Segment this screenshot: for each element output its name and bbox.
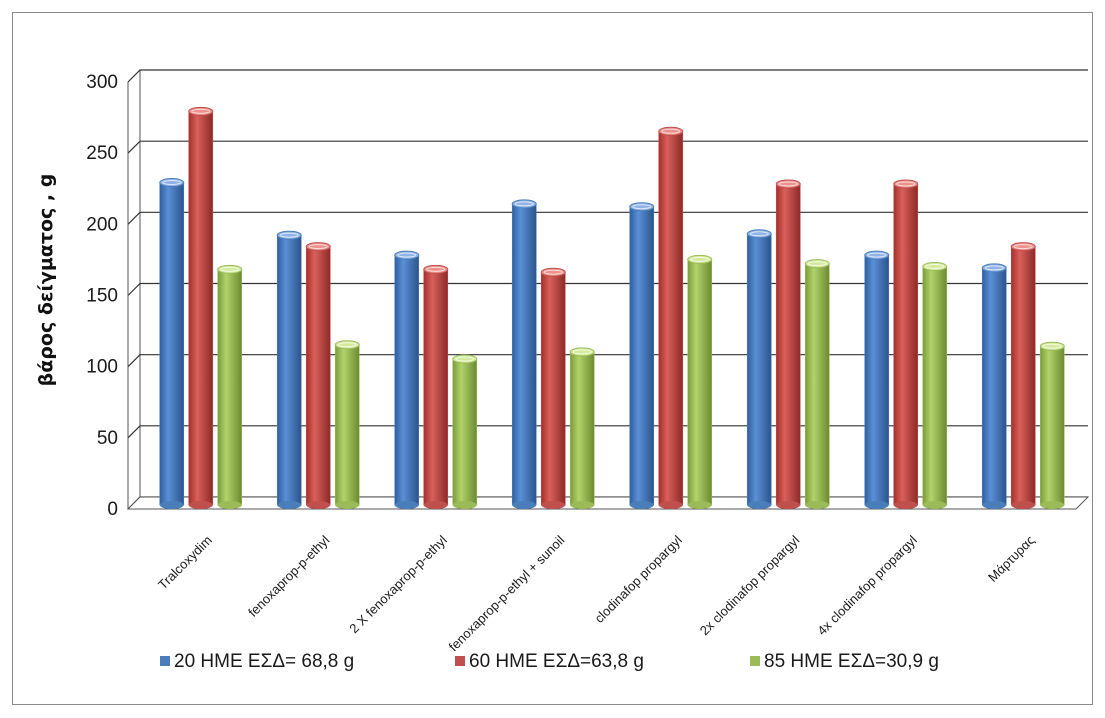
- legend-swatch: [455, 656, 465, 666]
- legend-item: 60 ΗΜΕ ΕΣΔ=63,8 g: [455, 651, 644, 672]
- bar: [540, 267, 566, 509]
- gridline: [127, 211, 1088, 225]
- x-category-label: 4x clodinafop propargyl: [814, 532, 920, 638]
- y-axis-ticks: 0 50 100 150 200 250 300: [86, 72, 118, 520]
- bar: [775, 179, 801, 509]
- legend-swatch: [160, 656, 170, 666]
- gridline: [127, 354, 1088, 368]
- bar: [1039, 341, 1065, 509]
- bar: [687, 254, 713, 509]
- legend-label: 60 ΗΜΕ ΕΣΔ=63,8 g: [469, 651, 644, 672]
- y-tick-label: 50: [97, 428, 118, 449]
- legend-swatch: [750, 656, 760, 666]
- bar: [334, 340, 360, 509]
- bar: [804, 259, 830, 509]
- x-category-label: Μάρτυρας: [985, 533, 1037, 585]
- x-category-label: 2 X fenoxaprop-p-ethyl: [346, 532, 450, 636]
- bar: [569, 347, 595, 509]
- bar: [629, 202, 655, 509]
- bar: [423, 264, 449, 509]
- chart-floor: [126, 496, 1090, 510]
- bar: [893, 179, 919, 509]
- bar: [864, 250, 890, 509]
- y-tick-label: 100: [86, 357, 118, 378]
- gridline: [127, 69, 1088, 83]
- legend-item: 85 ΗΜΕ ΕΣΔ=30,9 g: [750, 651, 939, 672]
- y-axis-label: βάρος δείγματος , g: [35, 174, 57, 387]
- gridline: [127, 425, 1088, 439]
- bar: [452, 354, 478, 509]
- bar: [981, 263, 1007, 509]
- bar: [394, 250, 420, 509]
- bar: [159, 178, 185, 509]
- y-tick-label: 150: [86, 286, 118, 307]
- floor: [126, 496, 1090, 510]
- bar: [217, 264, 243, 509]
- bars: [159, 106, 1065, 509]
- legend-label: 20 ΗΜΕ ΕΣΔ= 68,8 g: [174, 651, 354, 672]
- bar: [922, 262, 948, 509]
- bar: [511, 199, 537, 509]
- legend: 20 ΗΜΕ ΕΣΔ= 68,8 g 60 ΗΜΕ ΕΣΔ=63,8 g 85 ΗΜ…: [160, 651, 939, 672]
- x-axis-categories: Tralcoxydim fenoxaprop-p-ethyl 2 X fenoxap…: [155, 532, 1037, 654]
- gridline: [127, 282, 1088, 296]
- x-category-label: clodinafop propargyl: [591, 532, 684, 625]
- y-tick-label: 300: [86, 72, 118, 93]
- bar: [1010, 242, 1036, 509]
- y-tick-label: 200: [86, 214, 118, 235]
- bar: [188, 106, 214, 509]
- bar: [658, 126, 684, 509]
- y-tick-label: 250: [86, 143, 118, 164]
- x-category-label: 2x clodinafop propargyl: [697, 532, 803, 638]
- bar: [305, 242, 331, 509]
- y-tick-label: 0: [107, 499, 118, 520]
- gridline: [127, 140, 1088, 154]
- x-category-label: fenoxaprop-p-ethyl: [245, 532, 332, 619]
- x-category-label: fenoxaprop-p-ethyl + sunoil: [446, 532, 568, 654]
- x-category-label: Tralcoxydim: [155, 533, 215, 593]
- legend-label: 85 ΗΜΕ ΕΣΔ=30,9 g: [764, 651, 939, 672]
- bar: [276, 230, 302, 509]
- legend-item: 20 ΗΜΕ ΕΣΔ= 68,8 g: [160, 651, 354, 672]
- bar: [746, 229, 772, 509]
